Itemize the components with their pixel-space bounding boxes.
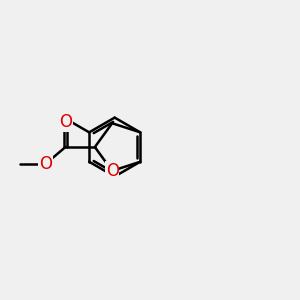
Text: O: O [39, 155, 52, 173]
Text: F: F [63, 111, 72, 129]
Text: O: O [106, 162, 119, 180]
Text: O: O [59, 113, 72, 131]
